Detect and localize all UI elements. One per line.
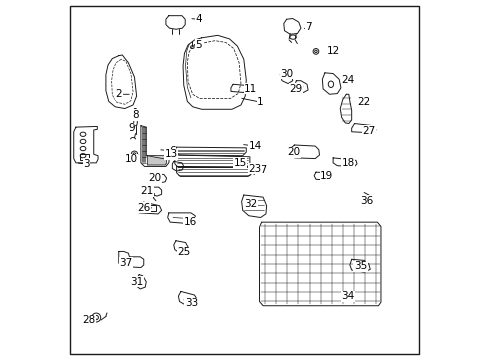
Text: 19: 19 [319, 171, 333, 181]
Text: 7: 7 [305, 22, 311, 32]
Text: 3: 3 [83, 159, 90, 169]
Text: 9: 9 [128, 123, 134, 133]
Text: 32: 32 [244, 199, 257, 209]
Text: 8: 8 [132, 110, 139, 120]
Text: 15: 15 [233, 158, 246, 168]
Text: 5: 5 [195, 40, 202, 50]
Text: 34: 34 [341, 291, 354, 301]
Text: 12: 12 [326, 46, 339, 57]
Text: 2: 2 [115, 89, 122, 99]
Text: 1: 1 [257, 97, 264, 107]
Text: 33: 33 [184, 298, 198, 308]
Text: 24: 24 [341, 75, 354, 85]
Text: 37: 37 [119, 258, 132, 268]
Text: 29: 29 [289, 84, 302, 94]
Text: 6: 6 [169, 146, 175, 156]
Bar [80, 154, 89, 160]
Text: 23: 23 [248, 163, 261, 174]
Text: 28: 28 [82, 315, 96, 325]
Text: 31: 31 [130, 277, 143, 287]
Text: 18: 18 [341, 158, 354, 168]
Text: 14: 14 [248, 141, 261, 151]
Text: 21: 21 [141, 186, 154, 197]
Text: 30: 30 [280, 68, 293, 78]
Text: 35: 35 [353, 261, 366, 271]
Text: 17: 17 [255, 165, 268, 175]
Text: 26: 26 [137, 203, 150, 213]
Text: 16: 16 [183, 217, 197, 227]
Text: 10: 10 [124, 154, 138, 164]
Text: 36: 36 [359, 196, 372, 206]
Text: 11: 11 [244, 84, 257, 94]
Text: 27: 27 [362, 126, 375, 136]
Text: 22: 22 [357, 97, 370, 107]
Text: 25: 25 [177, 247, 190, 257]
Text: 13: 13 [164, 149, 178, 159]
Text: 4: 4 [195, 14, 202, 24]
Text: 20: 20 [286, 147, 300, 157]
Text: 20: 20 [147, 173, 161, 183]
Bar [142, 205, 156, 211]
